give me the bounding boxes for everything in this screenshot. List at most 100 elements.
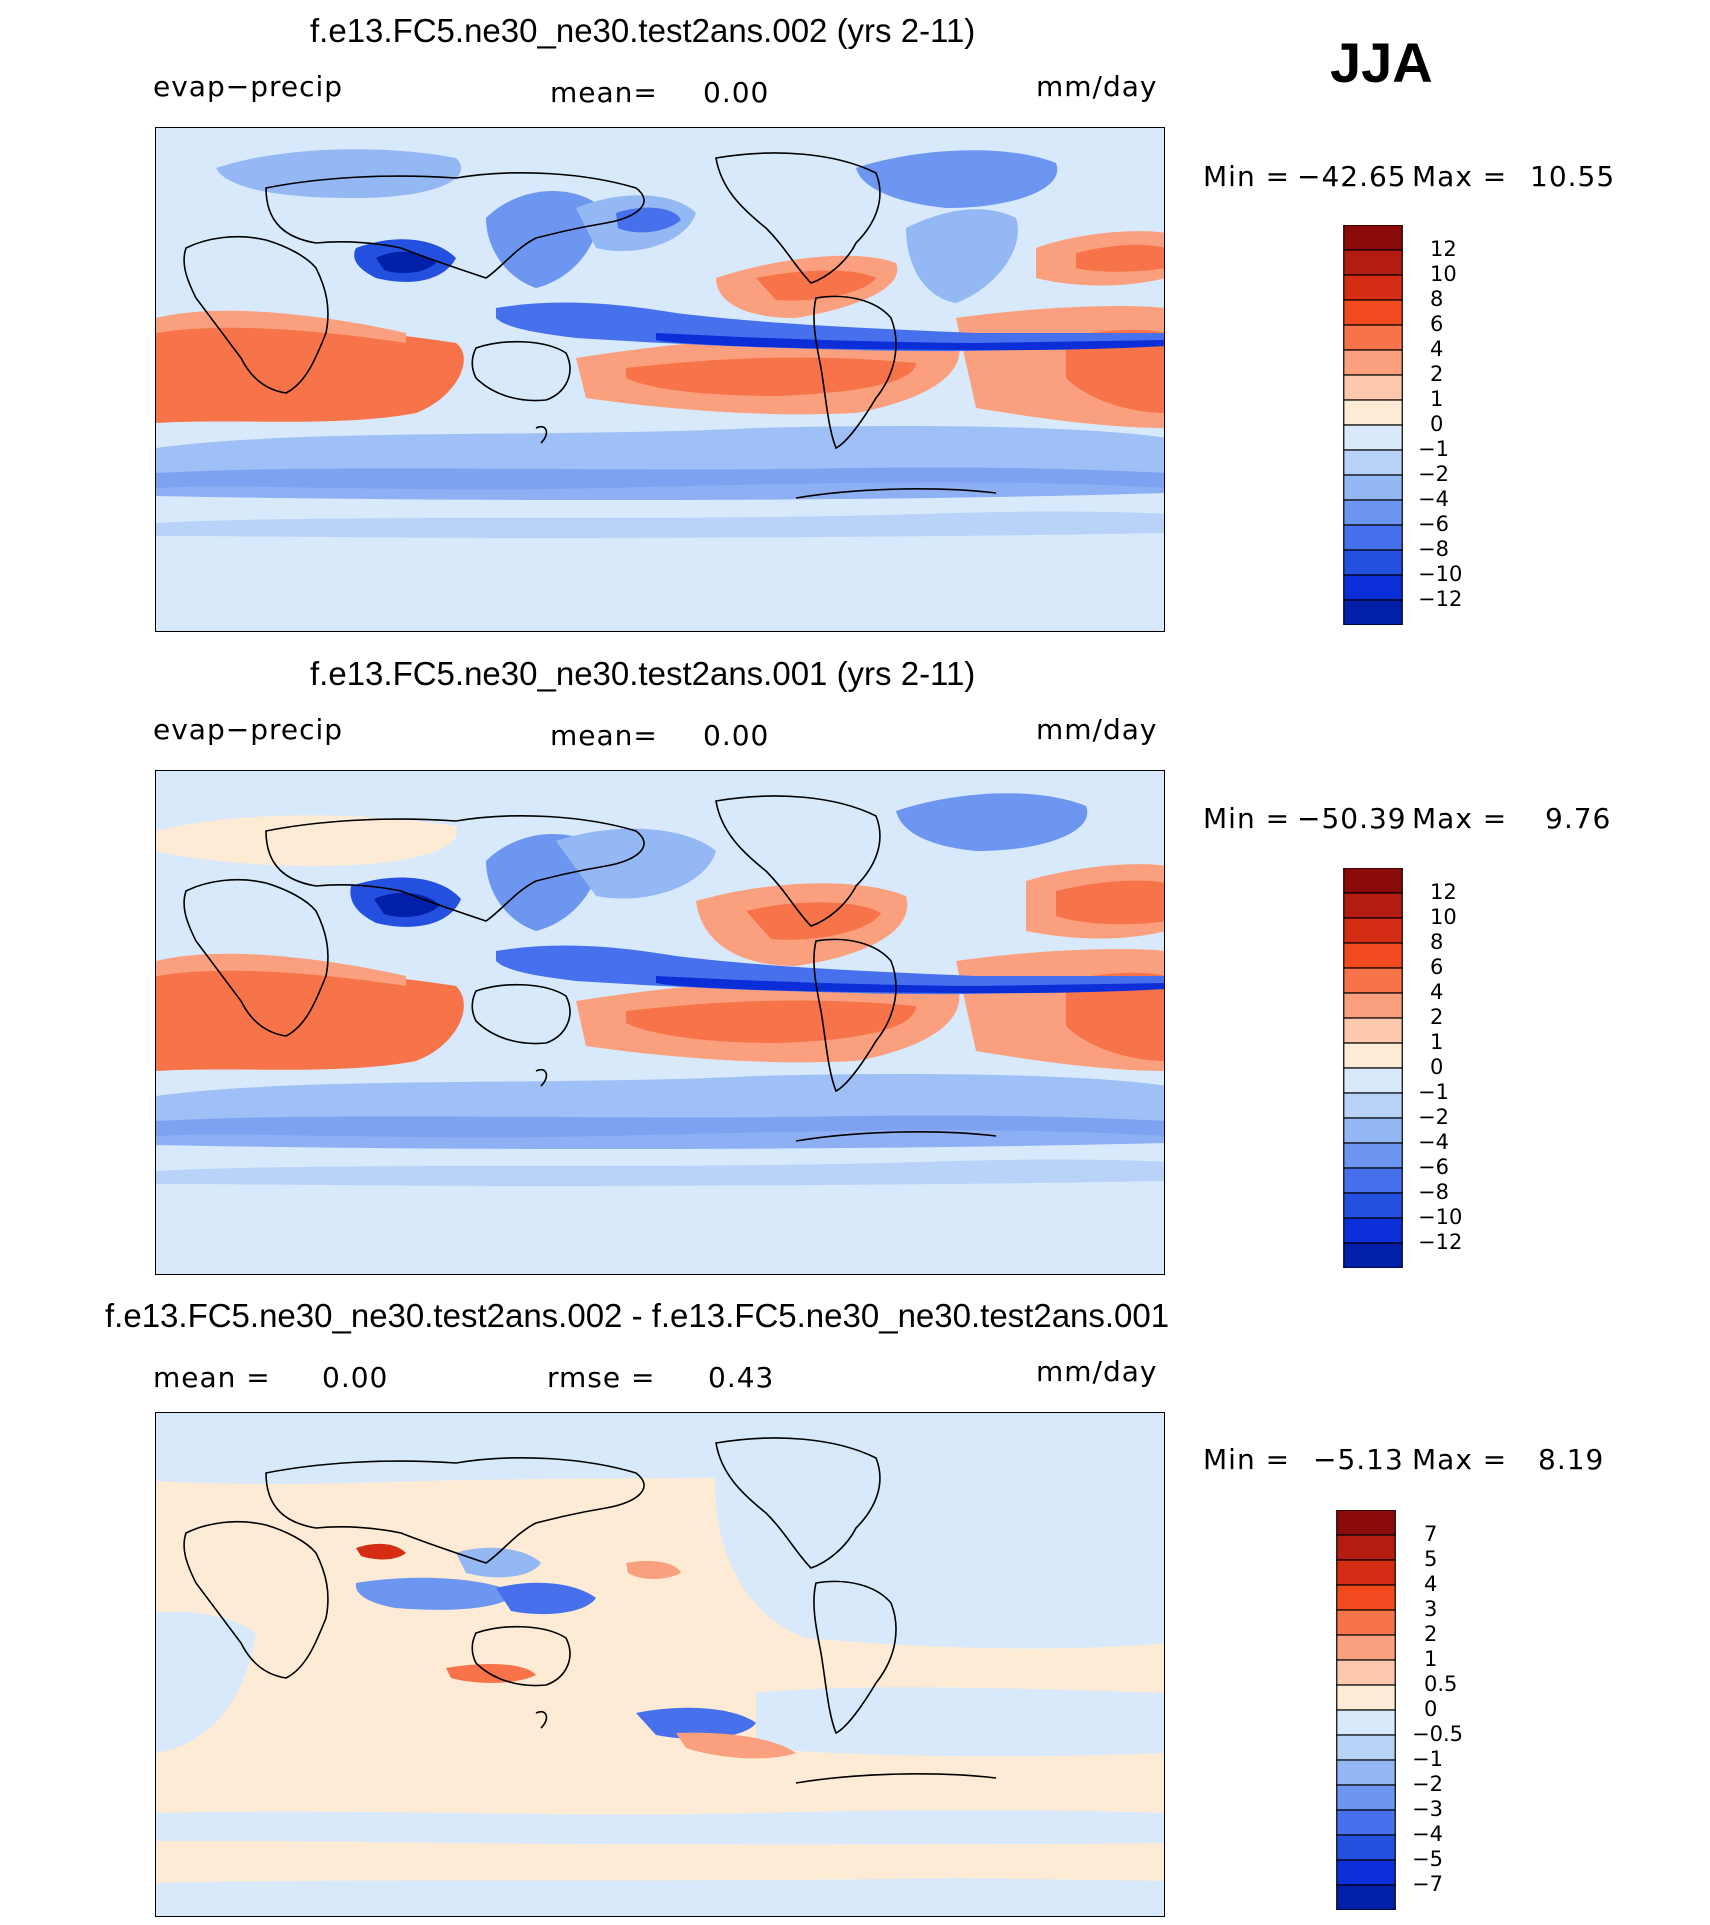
panel-1-min-value: −42.65 bbox=[1297, 160, 1407, 193]
panel-3-max-value: 8.19 bbox=[1538, 1443, 1605, 1476]
panel-1-max-label: Max = bbox=[1412, 160, 1508, 193]
colorbar-swatch bbox=[1343, 1242, 1403, 1268]
colorbar-tick-label: 4 bbox=[1430, 980, 1444, 1004]
colorbar-tick-label: −5 bbox=[1412, 1847, 1443, 1871]
colorbar-swatch bbox=[1343, 1017, 1403, 1044]
colorbar-tick-label: −4 bbox=[1418, 1130, 1449, 1154]
panel-2-variable-label: evap−precip bbox=[153, 713, 344, 746]
panel-1-variable-label: evap−precip bbox=[153, 70, 344, 103]
colorbar-tick-label: 0 bbox=[1430, 412, 1444, 436]
panel-3-min-label: Min = bbox=[1203, 1443, 1291, 1476]
colorbar-tick-label: 12 bbox=[1430, 237, 1457, 261]
colorbar-tick-label: 6 bbox=[1430, 955, 1444, 979]
colorbar-swatch bbox=[1343, 399, 1403, 426]
panel-1-map bbox=[155, 127, 1165, 632]
season-label: JJA bbox=[1330, 31, 1433, 94]
colorbar-swatch bbox=[1343, 1067, 1403, 1094]
colorbar-tick-label: −12 bbox=[1418, 587, 1463, 611]
panel-2-min-value: −50.39 bbox=[1297, 802, 1407, 835]
colorbar-swatch bbox=[1343, 274, 1403, 301]
colorbar-swatch bbox=[1336, 1834, 1396, 1861]
panel-1-units: mm/day bbox=[1036, 70, 1158, 103]
colorbar-tick-label: 7 bbox=[1424, 1522, 1438, 1546]
colorbar-tick-label: −6 bbox=[1418, 1155, 1449, 1179]
colorbar-swatch bbox=[1336, 1609, 1396, 1636]
colorbar-tick-label: −3 bbox=[1412, 1797, 1443, 1821]
colorbar-swatch bbox=[1336, 1684, 1396, 1711]
colorbar-swatch bbox=[1343, 499, 1403, 526]
colorbar-swatch bbox=[1343, 1167, 1403, 1194]
colorbar-tick-label: 4 bbox=[1430, 337, 1444, 361]
colorbar-tick-label: −1 bbox=[1412, 1747, 1443, 1771]
panel-3-map bbox=[155, 1412, 1165, 1917]
colorbar-swatch bbox=[1343, 574, 1403, 601]
colorbar-tick-label: −1 bbox=[1418, 1080, 1449, 1104]
panel-2-title: f.e13.FC5.ne30_ne30.test2ans.001 (yrs 2-… bbox=[310, 655, 976, 692]
colorbar-swatch bbox=[1336, 1659, 1396, 1686]
panel-2-mean-label: mean= bbox=[550, 719, 658, 752]
colorbar-swatch bbox=[1343, 892, 1403, 919]
colorbar-tick-label: 1 bbox=[1430, 1030, 1444, 1054]
colorbar-tick-label: −2 bbox=[1418, 462, 1449, 486]
colorbar-tick-label: 2 bbox=[1430, 362, 1444, 386]
panel-2-map bbox=[155, 770, 1165, 1275]
colorbar-swatch bbox=[1336, 1559, 1396, 1586]
colorbar-swatch bbox=[1343, 349, 1403, 376]
colorbar-tick-label: 5 bbox=[1424, 1547, 1438, 1571]
panel-2-max-value: 9.76 bbox=[1545, 802, 1612, 835]
colorbar-swatch bbox=[1343, 324, 1403, 351]
colorbar-tick-label: −4 bbox=[1412, 1822, 1443, 1846]
colorbar-tick-label: 8 bbox=[1430, 930, 1444, 954]
colorbar-swatch bbox=[1336, 1634, 1396, 1661]
colorbar-swatch bbox=[1343, 374, 1403, 401]
colorbar-swatch bbox=[1343, 868, 1403, 894]
colorbar-swatch bbox=[1343, 942, 1403, 969]
colorbar-tick-label: 12 bbox=[1430, 880, 1457, 904]
panel-3-mean-label: mean = bbox=[153, 1361, 271, 1394]
colorbar-swatch bbox=[1343, 1117, 1403, 1144]
colorbar-tick-label: −6 bbox=[1418, 512, 1449, 536]
panel-3-mean-value: 0.00 bbox=[322, 1361, 389, 1394]
colorbar-swatch bbox=[1336, 1809, 1396, 1836]
colorbar-swatch bbox=[1336, 1584, 1396, 1611]
panel-3-colorbar bbox=[1336, 1510, 1396, 1910]
colorbar-tick-label: 10 bbox=[1430, 905, 1457, 929]
panel-1-max-value: 10.55 bbox=[1530, 160, 1616, 193]
colorbar-swatch bbox=[1343, 1217, 1403, 1244]
panel-3-units: mm/day bbox=[1036, 1355, 1158, 1388]
colorbar-tick-label: 10 bbox=[1430, 262, 1457, 286]
panel-2-units: mm/day bbox=[1036, 713, 1158, 746]
colorbar-tick-label: 6 bbox=[1430, 312, 1444, 336]
colorbar-tick-label: −2 bbox=[1418, 1105, 1449, 1129]
colorbar-swatch bbox=[1336, 1510, 1396, 1536]
panel-3-max-label: Max = bbox=[1412, 1443, 1508, 1476]
panel-2-mean-value: 0.00 bbox=[703, 719, 770, 752]
colorbar-swatch bbox=[1343, 424, 1403, 451]
panel-2-colorbar-labels: 12 10 8 6 4 2 1 0 −1 −2 −4 −6 −8 −10 −12 bbox=[1418, 868, 1498, 1268]
panel-1-title: f.e13.FC5.ne30_ne30.test2ans.002 (yrs 2-… bbox=[310, 12, 976, 49]
panel-2-min-label: Min = bbox=[1203, 802, 1291, 835]
colorbar-swatch bbox=[1343, 474, 1403, 501]
colorbar-tick-label: −4 bbox=[1418, 487, 1449, 511]
panel-3-rmse-value: 0.43 bbox=[708, 1361, 775, 1394]
colorbar-tick-label: 8 bbox=[1430, 287, 1444, 311]
colorbar-tick-label: −1 bbox=[1418, 437, 1449, 461]
colorbar-tick-label: −7 bbox=[1412, 1872, 1443, 1896]
colorbar-swatch bbox=[1343, 549, 1403, 576]
colorbar-tick-label: 4 bbox=[1424, 1572, 1438, 1596]
colorbar-tick-label: −0.5 bbox=[1412, 1722, 1463, 1746]
colorbar-tick-label: −12 bbox=[1418, 1230, 1463, 1254]
colorbar-swatch bbox=[1336, 1784, 1396, 1811]
colorbar-swatch bbox=[1336, 1709, 1396, 1736]
colorbar-tick-label: 0.5 bbox=[1424, 1672, 1458, 1696]
panel-2-colorbar bbox=[1343, 868, 1403, 1268]
colorbar-tick-label: −10 bbox=[1418, 1205, 1463, 1229]
colorbar-tick-label: 1 bbox=[1430, 387, 1444, 411]
colorbar-swatch bbox=[1343, 449, 1403, 476]
colorbar-tick-label: 2 bbox=[1424, 1622, 1438, 1646]
panel-3-rmse-label: rmse = bbox=[547, 1361, 656, 1394]
colorbar-tick-label: 1 bbox=[1424, 1647, 1438, 1671]
colorbar-swatch bbox=[1336, 1734, 1396, 1761]
colorbar-tick-label: −8 bbox=[1418, 537, 1449, 561]
panel-1-mean-value: 0.00 bbox=[703, 76, 770, 109]
